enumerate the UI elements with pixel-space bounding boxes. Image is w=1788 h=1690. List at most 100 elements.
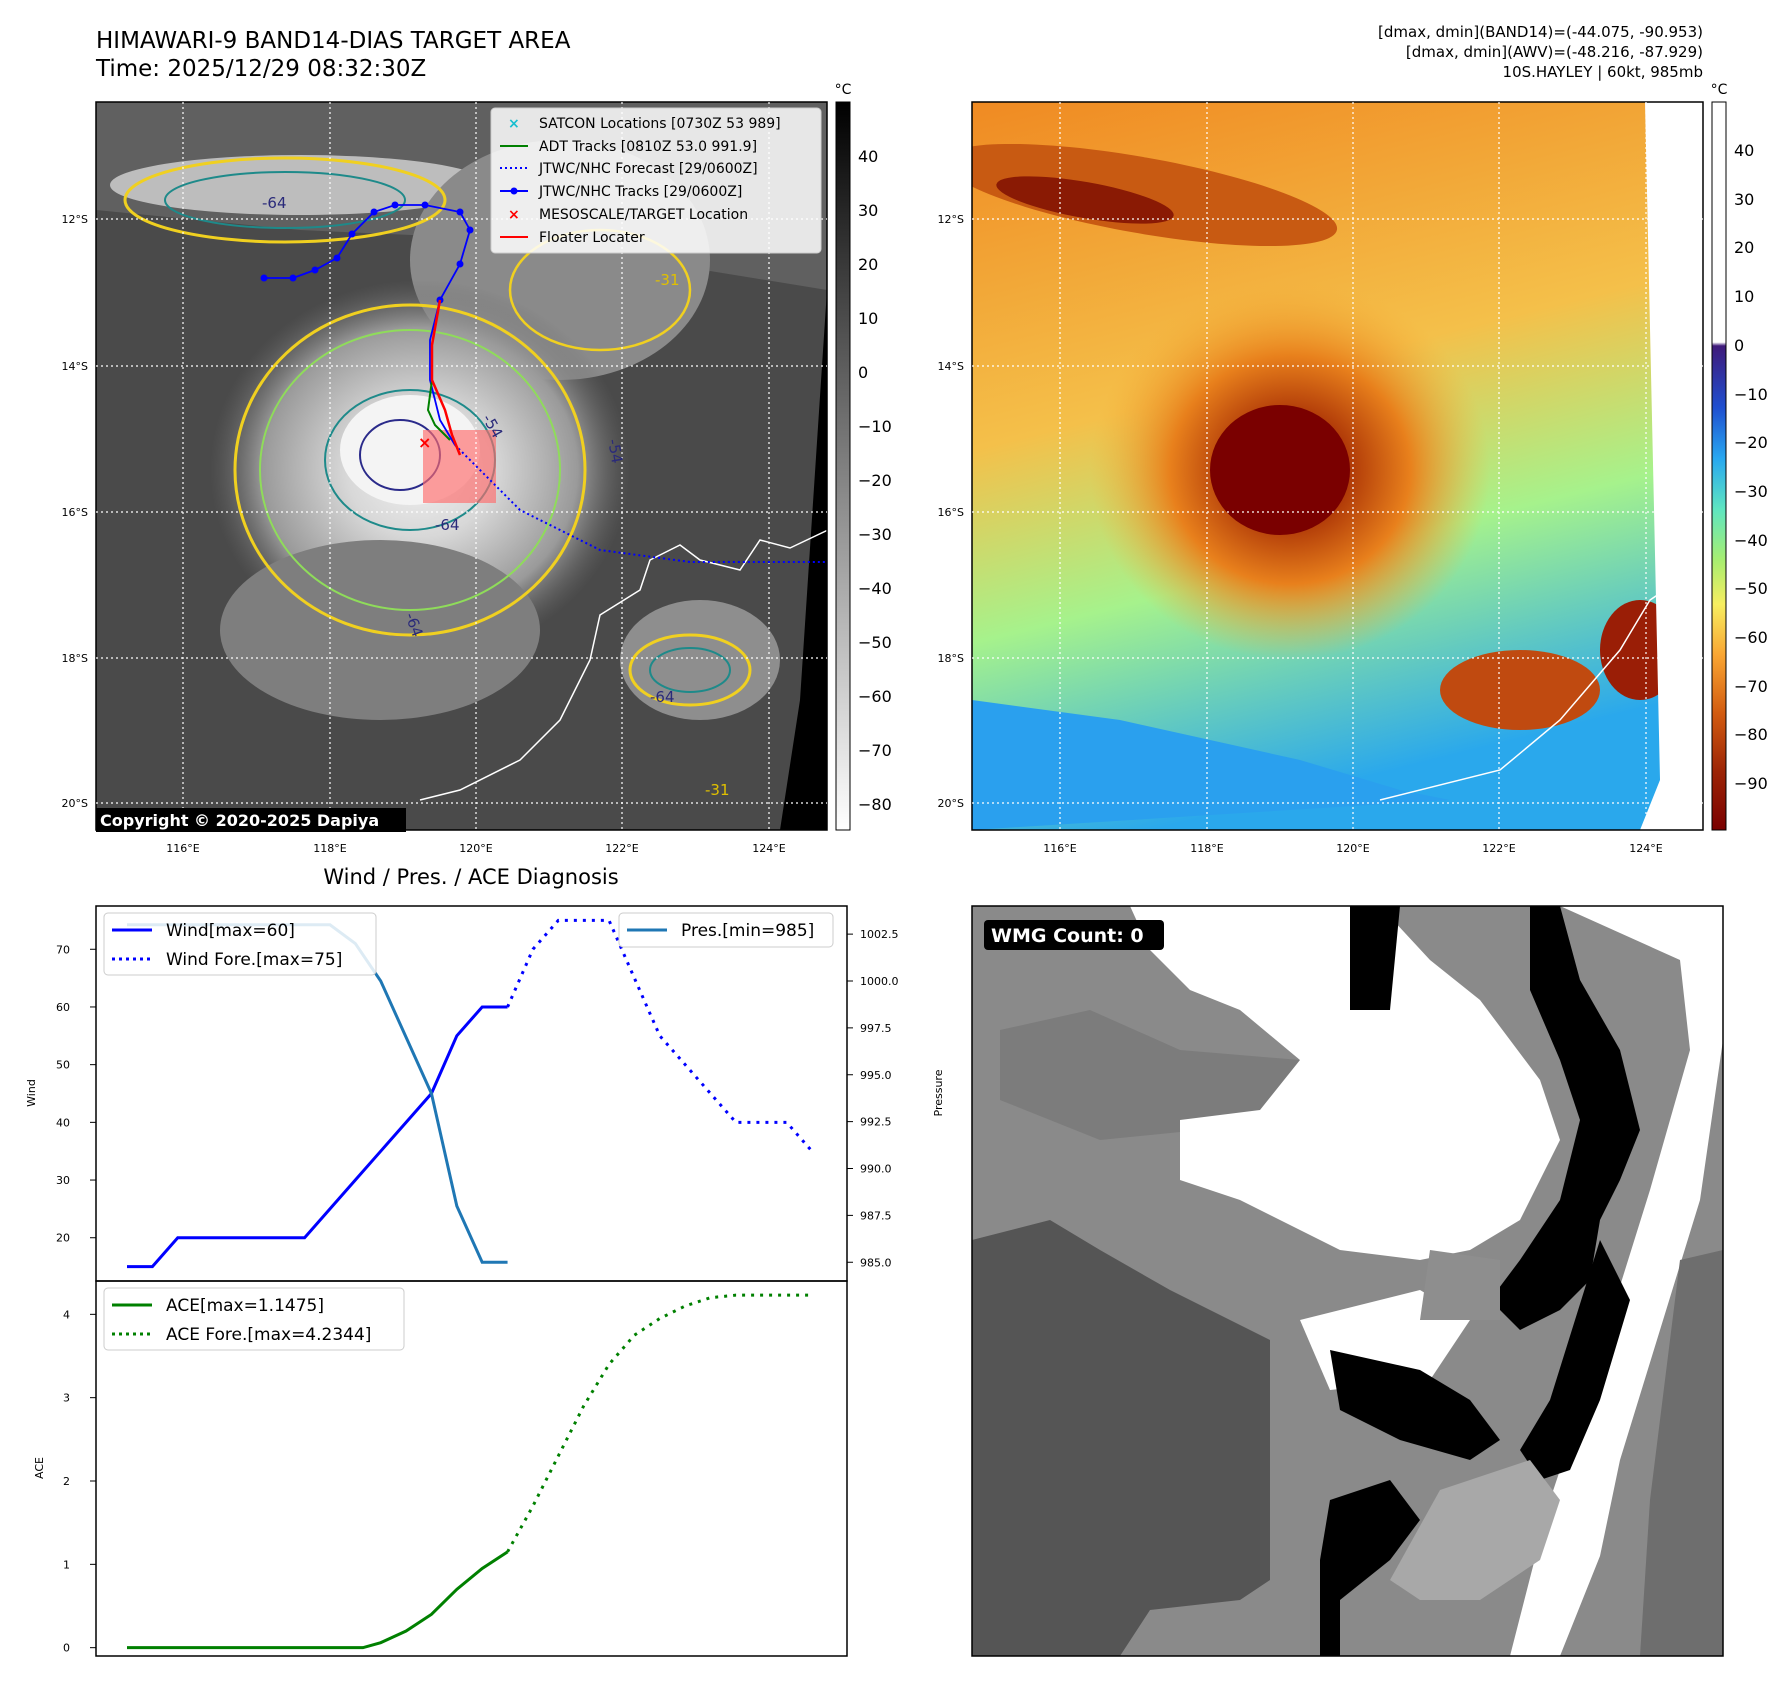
cbar-tick: −90 bbox=[1734, 774, 1768, 793]
wmg-count-badge bbox=[984, 920, 1164, 950]
lon-label: 124°E bbox=[752, 842, 785, 855]
lat-label: 20°S bbox=[62, 797, 88, 810]
lon-label: 122°E bbox=[1482, 842, 1515, 855]
legend-tracks: JTWC/NHC Tracks [29/0600Z] bbox=[538, 184, 742, 200]
cbar-tick: 10 bbox=[858, 309, 878, 328]
y-tick-label: 50 bbox=[56, 1059, 70, 1072]
contour-label: -64 bbox=[435, 516, 460, 534]
y-tick-label: 30 bbox=[56, 1174, 70, 1187]
lat-label: 20°S bbox=[938, 797, 964, 810]
contour-label: -31 bbox=[705, 781, 730, 799]
ace-legend: ACE[max=1.1475] ACE Fore.[max=4.2344] bbox=[103, 1287, 405, 1351]
y-tick-label: 70 bbox=[56, 943, 70, 956]
lon-label: 120°E bbox=[1336, 842, 1369, 855]
lat-label: 12°S bbox=[938, 213, 964, 226]
wmg-map-frame bbox=[971, 905, 1724, 1657]
ace-axis-label: ACE bbox=[33, 1457, 46, 1479]
lon-label: 122°E bbox=[605, 842, 638, 855]
awv-map-frame bbox=[971, 101, 1704, 831]
cbar-tick: −30 bbox=[858, 525, 892, 544]
legend-forecast: JTWC/NHC Forecast [29/0600Z] bbox=[538, 161, 758, 177]
ir-map-frame bbox=[95, 101, 828, 831]
cbar-tick: −50 bbox=[1734, 579, 1768, 598]
cbar-tick: 40 bbox=[858, 147, 878, 166]
awv-gridlines bbox=[972, 102, 1703, 830]
cbar-tick: −20 bbox=[1734, 433, 1768, 452]
cbar-tick: −10 bbox=[858, 417, 892, 436]
cbar-tick: 30 bbox=[858, 201, 878, 220]
legend-adt: ADT Tracks [0810Z 53.0 991.9] bbox=[539, 139, 757, 155]
y2-tick-label: 1002.5 bbox=[860, 928, 899, 941]
wind-pres-plot: 70 60 50 40 30 20 1002.5 1000.0 997.5 995.0 992.5 9… bbox=[56, 918, 899, 1269]
lon-label: 124°E bbox=[1629, 842, 1662, 855]
target-marker: × bbox=[508, 207, 520, 223]
lat-label: 16°S bbox=[938, 506, 964, 519]
ir-colorbar-unit: °C bbox=[835, 82, 852, 98]
copyright-text: Copyright © 2020-2025 Dapiya bbox=[100, 811, 379, 830]
lat-label: 14°S bbox=[62, 360, 88, 373]
wind-legend: Wind[max=60] Wind Fore.[max=75] bbox=[103, 912, 377, 976]
y-tick-label: 2 bbox=[63, 1475, 70, 1488]
cbar-tick: −50 bbox=[858, 633, 892, 652]
map-legend: × SATCON Locations [0730Z 53 989] ADT Tr… bbox=[490, 107, 822, 254]
lon-label: 120°E bbox=[459, 842, 492, 855]
lat-label: 18°S bbox=[938, 652, 964, 665]
y2-tick-label: 992.5 bbox=[860, 1116, 892, 1129]
figure-time: Time: 2025/12/29 08:32:30Z bbox=[96, 56, 427, 82]
cbar-tick: 30 bbox=[1734, 190, 1754, 209]
awv-colorbar-unit: °C bbox=[1711, 82, 1728, 98]
legend-satcon: SATCON Locations [0730Z 53 989] bbox=[539, 116, 781, 132]
jtwc-forecast-line bbox=[454, 444, 827, 563]
contour-label: -31 bbox=[655, 271, 680, 289]
y-tick-label: 1 bbox=[63, 1558, 70, 1571]
cbar-tick: 20 bbox=[858, 255, 878, 274]
cbar-tick: −20 bbox=[858, 471, 892, 490]
y-tick-label: 4 bbox=[63, 1308, 70, 1321]
ace-plot-frame bbox=[95, 1280, 848, 1657]
cbar-tick: −40 bbox=[858, 579, 892, 598]
lat-label: 14°S bbox=[938, 360, 964, 373]
ace-legend-label: ACE[max=1.1475] bbox=[166, 1296, 324, 1316]
copyright-badge bbox=[96, 808, 406, 832]
floater-locater-line bbox=[430, 299, 462, 456]
pres-legend-label: Pres.[min=985] bbox=[681, 921, 814, 941]
legend-target: MESOSCALE/TARGET Location bbox=[539, 207, 748, 223]
y-tick-label: 0 bbox=[63, 1642, 70, 1655]
cbar-tick: −40 bbox=[1734, 531, 1768, 550]
cbar-tick: 0 bbox=[1734, 336, 1744, 355]
cbar-tick: −70 bbox=[858, 741, 892, 760]
y2-tick-label: 1000.0 bbox=[860, 975, 899, 988]
info-band14: [dmax, dmin](BAND14)=(-44.075, -90.953) bbox=[1378, 23, 1703, 41]
lon-label: 118°E bbox=[1190, 842, 1223, 855]
chart-title: Wind / Pres. / ACE Diagnosis bbox=[323, 865, 618, 889]
ir-colorbar-ticks: 40 30 20 10 0 −10 −20 −30 −40 −50 −60 −7… bbox=[858, 147, 892, 814]
awv-lon-labels: 116°E 118°E 120°E 122°E 124°E bbox=[1043, 842, 1662, 855]
y2-tick-label: 987.5 bbox=[860, 1209, 892, 1222]
legend-floater: Floater Locater bbox=[539, 230, 645, 246]
satcon-marker: × bbox=[508, 116, 520, 132]
y2-tick-label: 985.0 bbox=[860, 1256, 892, 1269]
jtwc-track-points bbox=[260, 201, 474, 304]
cbar-tick: 20 bbox=[1734, 238, 1754, 257]
lat-label: 12°S bbox=[62, 213, 88, 226]
cbar-tick: −80 bbox=[858, 795, 892, 814]
series-line bbox=[127, 1550, 509, 1650]
contour-label: -64 bbox=[650, 688, 675, 706]
wmg-map-image bbox=[972, 906, 1723, 1656]
series-line bbox=[127, 1005, 508, 1269]
pressure-axis-label: Pressure bbox=[932, 1069, 945, 1116]
figure-title: HIMAWARI-9 BAND14-DIAS TARGET AREA bbox=[96, 28, 571, 54]
y2-tick-label: 995.0 bbox=[860, 1069, 892, 1082]
y2-tick-label: 990.0 bbox=[860, 1163, 892, 1176]
y-tick-label: 40 bbox=[56, 1116, 70, 1129]
adt-track-line bbox=[426, 379, 451, 441]
cbar-tick: −30 bbox=[1734, 482, 1768, 501]
cbar-tick: −70 bbox=[1734, 677, 1768, 696]
ir-colorbar bbox=[835, 101, 851, 831]
y-tick-label: 3 bbox=[63, 1392, 70, 1405]
cbar-tick: 10 bbox=[1734, 287, 1754, 306]
contour-labels: -64 -54 -31 -64 -54 -64 -31 -64 bbox=[262, 194, 730, 799]
legend-tracks-dot bbox=[510, 187, 518, 195]
series-line bbox=[506, 1293, 812, 1553]
cbar-tick: −60 bbox=[1734, 628, 1768, 647]
